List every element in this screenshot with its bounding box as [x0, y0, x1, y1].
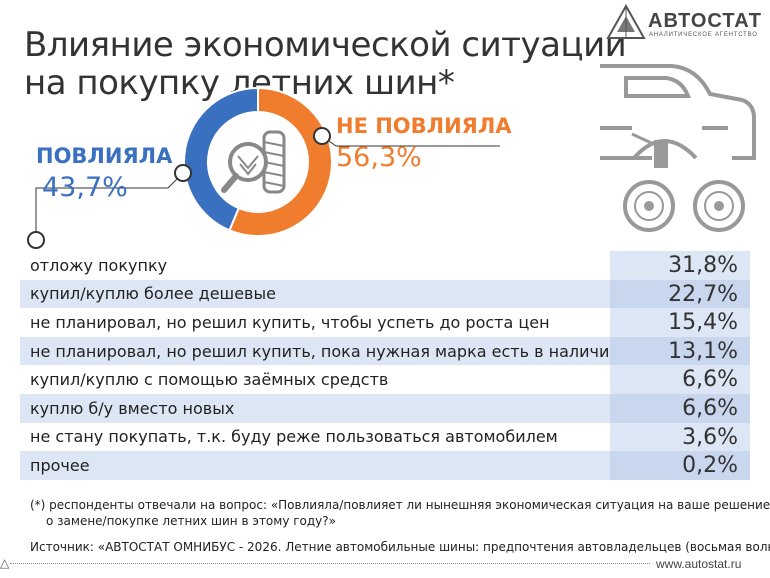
car-jack-icon — [600, 64, 756, 232]
logo-subtitle: АНАЛИТИЧЕСКОЕ АГЕНТСТВО — [649, 32, 758, 38]
logo-name: АВТОСТАТ — [648, 10, 762, 32]
legend-not-affected-label: НЕ ПОВЛИЯЛА — [336, 114, 512, 138]
source-note: Источник: «АВТОСТАТ ОМНИБУС - 2026. Летн… — [30, 540, 770, 554]
legend-affected-value: 43,7% — [42, 172, 128, 203]
table-row: не планировал, но решил купить, чтобы ус… — [20, 308, 750, 337]
row-value-cell: 3,6% — [610, 422, 750, 452]
reasons-table: отложу покупку 31,8% купил/куплю более деш… — [20, 251, 750, 480]
footnote-line2: о замене/покупке летних шин в этому году… — [46, 514, 336, 528]
table-row: куплю б/у вместо новых 6,6% — [20, 393, 750, 423]
wheel-icon — [623, 180, 675, 232]
row-value: 13,1% — [668, 338, 738, 364]
legend-not-affected-value: 56,3% — [336, 142, 422, 173]
row-value: 6,6% — [682, 395, 738, 421]
footnote-line1: (*) респонденты отвечали на вопрос: «Пов… — [30, 498, 770, 512]
row-value: 3,6% — [682, 424, 738, 450]
row-label: купил/куплю с помощью заёмных средств — [30, 370, 389, 390]
row-value-cell: 31,8% — [610, 251, 750, 280]
autostat-logo: АВТОСТАТ АНАЛИТИЧЕСКОЕ АГЕНТСТВО — [606, 3, 766, 44]
footer-logo-icon: △ — [0, 556, 10, 570]
wheel-icon — [693, 180, 745, 232]
table-row: отложу покупку 31,8% — [20, 251, 750, 280]
row-value: 22,7% — [668, 281, 738, 307]
logo-mark-icon — [606, 3, 646, 39]
legend-affected-label: ПОВЛИЯЛА — [36, 144, 173, 168]
row-label: отложу покупку — [30, 255, 168, 275]
row-value: 6,6% — [682, 367, 738, 393]
table-row: не стану покупать, т.к. буду реже пользо… — [20, 422, 750, 452]
row-label: куплю б/у вместо новых — [30, 398, 235, 418]
row-value-cell: 6,6% — [610, 365, 750, 394]
row-label: не планировал, но решил купить, пока нуж… — [30, 341, 620, 361]
table-row: прочее 0,2% — [20, 451, 750, 480]
row-value-cell: 22,7% — [610, 279, 750, 309]
row-label: прочее — [30, 455, 90, 475]
footnote: (*) респонденты отвечали на вопрос: «Пов… — [30, 497, 770, 529]
tire-magnifier-icon — [221, 130, 286, 194]
row-label: не стану покупать, т.к. буду реже пользо… — [30, 427, 558, 447]
row-label: не планировал, но решил купить, чтобы ус… — [30, 312, 550, 332]
row-value: 31,8% — [668, 253, 738, 278]
row-value-cell: 6,6% — [610, 393, 750, 423]
table-row: купил/куплю с помощью заёмных средств 6,6… — [20, 365, 750, 394]
chart-title: Влияние экономической ситуации на покупк… — [24, 25, 627, 102]
table-row: не планировал, но решил купить, пока нуж… — [20, 336, 750, 366]
row-value-cell: 0,2% — [610, 451, 750, 480]
website-link[interactable]: www.autostat.ru — [656, 557, 742, 571]
table-row: купил/куплю более дешевые 22,7% — [20, 279, 750, 309]
footer-divider — [10, 563, 650, 564]
row-value: 0,2% — [682, 453, 738, 479]
row-value-cell: 15,4% — [610, 308, 750, 337]
slice-affected — [183, 86, 259, 232]
chart-title-line1: Влияние экономической ситуации — [24, 25, 627, 65]
row-value-cell: 13,1% — [610, 336, 750, 366]
row-label: купил/куплю более дешевые — [30, 284, 276, 304]
row-value: 15,4% — [668, 310, 738, 336]
